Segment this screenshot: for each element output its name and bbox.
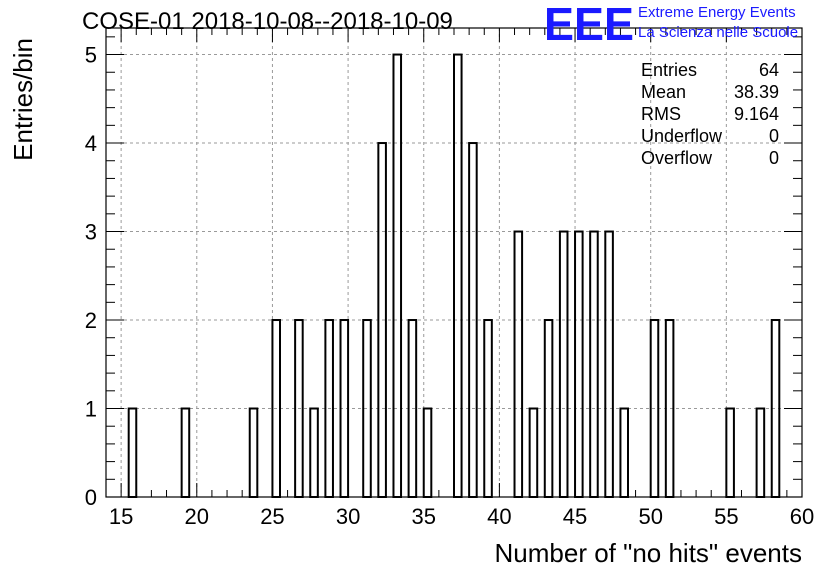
x-tick-label: 15 [109, 504, 133, 529]
histogram-bar [453, 53, 463, 498]
x-tick-label: 20 [185, 504, 209, 529]
histogram-bar [755, 407, 766, 498]
stat-label: Underflow [641, 126, 723, 146]
stat-row-overflow: Overflow 0 [641, 147, 779, 169]
y-tick-label: 3 [85, 220, 97, 245]
y-tick-label: 1 [85, 397, 97, 422]
histogram-bar [309, 407, 319, 498]
stats-box: Entries 64 Mean 38.39 RMS 9.164 Underflo… [641, 59, 779, 169]
chart-title: COSE-01 2018-10-08--2018-10-09 [82, 8, 453, 35]
eee-logo-text: EEE [544, 0, 634, 44]
histogram-bar [574, 230, 584, 499]
stat-value: 0 [768, 148, 779, 168]
histogram-bar [127, 407, 138, 498]
histogram-bar [180, 407, 191, 498]
x-tick-label: 45 [563, 504, 587, 529]
x-tick-label: 60 [790, 504, 814, 529]
x-tick-label: 35 [411, 504, 435, 529]
stat-row-mean: Mean 38.39 [641, 81, 779, 103]
stat-row-underflow: Underflow 0 [641, 125, 779, 147]
logo-line-2: La Scienza nelle Scuole [638, 24, 799, 41]
logo-line-1: Extreme Energy Events [638, 4, 796, 21]
y-tick-label: 2 [85, 308, 97, 333]
stat-label: Entries [641, 60, 698, 80]
histogram-bar [604, 230, 614, 499]
histogram-bar [422, 407, 433, 498]
stat-label: RMS [641, 104, 681, 124]
x-tick-label: 55 [714, 504, 738, 529]
eee-logo: EEE [544, 0, 634, 44]
y-tick-label: 5 [85, 43, 97, 68]
x-tick-label: 25 [260, 504, 284, 529]
x-axis-label: Number of "no hits" events [495, 538, 803, 568]
stat-value: 0 [768, 126, 779, 146]
histogram-bar [513, 230, 524, 499]
stat-value: 64 [758, 60, 779, 80]
stat-value: 9.164 [733, 104, 779, 124]
stat-value: 38.39 [733, 82, 779, 102]
y-axis-label: Entries/bin [8, 38, 38, 161]
x-tick-label: 50 [638, 504, 662, 529]
histogram-bar [725, 407, 735, 498]
stat-row-entries: Entries 64 [641, 59, 779, 81]
stat-label: Overflow [641, 148, 713, 168]
y-tick-label: 4 [85, 131, 97, 156]
y-tick-label: 0 [85, 485, 97, 510]
histogram-bar [248, 407, 259, 498]
histogram-bar [589, 230, 599, 499]
histogram-bar [558, 230, 569, 499]
histogram-bar [528, 407, 539, 498]
histogram-bar [619, 407, 629, 498]
stat-row-rms: RMS 9.164 [641, 103, 779, 125]
histogram-bar [392, 53, 403, 498]
stat-label: Mean [641, 82, 687, 102]
x-tick-label: 30 [336, 504, 360, 529]
x-tick-label: 40 [487, 504, 511, 529]
